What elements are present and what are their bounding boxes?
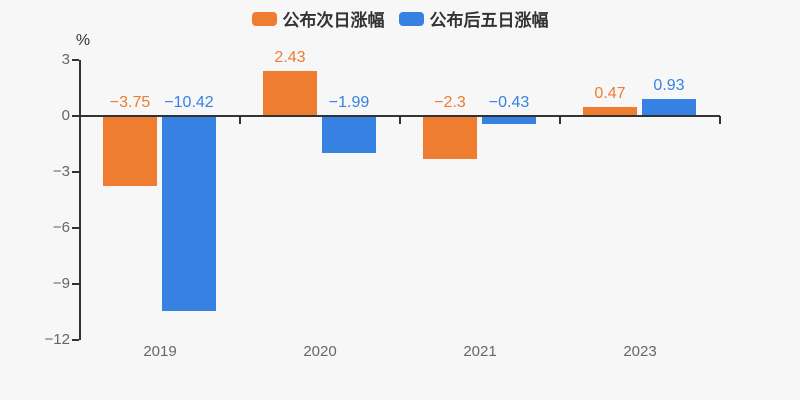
y-tick-label: −12 <box>44 331 70 349</box>
value-label-2021-series1: −0.43 <box>488 94 530 111</box>
x-category-label-2019: 2019 <box>143 343 177 360</box>
y-axis-tick <box>72 339 79 342</box>
value-label-2023-series0: 0.47 <box>594 85 626 103</box>
value-label-2021-series0: −2.3 <box>434 94 466 111</box>
x-axis-tick <box>399 116 401 124</box>
value-label-2020-series1: −1.99 <box>328 94 370 111</box>
legend-swatch-icon <box>251 11 277 26</box>
chart-legend: 公布次日涨幅 公布后五日涨幅 <box>0 6 800 31</box>
y-axis-tick <box>72 58 79 61</box>
bar-2020-series0 <box>263 70 317 116</box>
bar-2021-series1 <box>482 116 536 125</box>
bar-2023-series1 <box>642 98 696 116</box>
bar-2019-series1 <box>162 116 216 311</box>
y-axis-line <box>79 59 81 341</box>
bar-2019-series0 <box>103 116 157 187</box>
bar-2023-series0 <box>583 107 637 116</box>
legend-swatch-icon <box>398 11 424 26</box>
x-category-label-2023: 2023 <box>623 343 657 360</box>
y-axis-unit-label: % <box>75 32 91 49</box>
value-label-2019-series0: −3.75 <box>109 94 151 111</box>
legend-label: 公布次日涨幅 <box>282 11 385 30</box>
y-axis-tick <box>72 115 79 117</box>
bar-2020-series1 <box>322 116 376 154</box>
value-label-2019-series1: −10.42 <box>164 94 214 111</box>
value-label-2023-series1: 0.93 <box>653 76 685 94</box>
value-label-2020-series0: 2.43 <box>274 48 306 66</box>
x-axis-tick <box>239 116 241 124</box>
bar-2021-series0 <box>423 116 477 159</box>
y-tick-label: −3 <box>52 163 70 181</box>
y-tick-label: −9 <box>52 275 70 293</box>
y-tick-label: 3 <box>61 50 70 68</box>
x-category-label-2021: 2021 <box>463 343 497 360</box>
y-tick-label: 0 <box>61 107 70 124</box>
legend-item-series0[interactable]: 公布次日涨幅 <box>251 6 385 31</box>
y-axis-tick <box>72 171 79 174</box>
y-axis-tick <box>72 283 79 286</box>
x-axis-tick <box>719 116 721 124</box>
x-axis-tick <box>559 116 561 124</box>
y-tick-label: −6 <box>52 219 70 237</box>
legend-item-series1[interactable]: 公布后五日涨幅 <box>398 6 549 31</box>
x-category-label-2020: 2020 <box>303 343 337 360</box>
legend-label: 公布后五日涨幅 <box>429 11 549 30</box>
y-axis-tick <box>72 227 79 230</box>
